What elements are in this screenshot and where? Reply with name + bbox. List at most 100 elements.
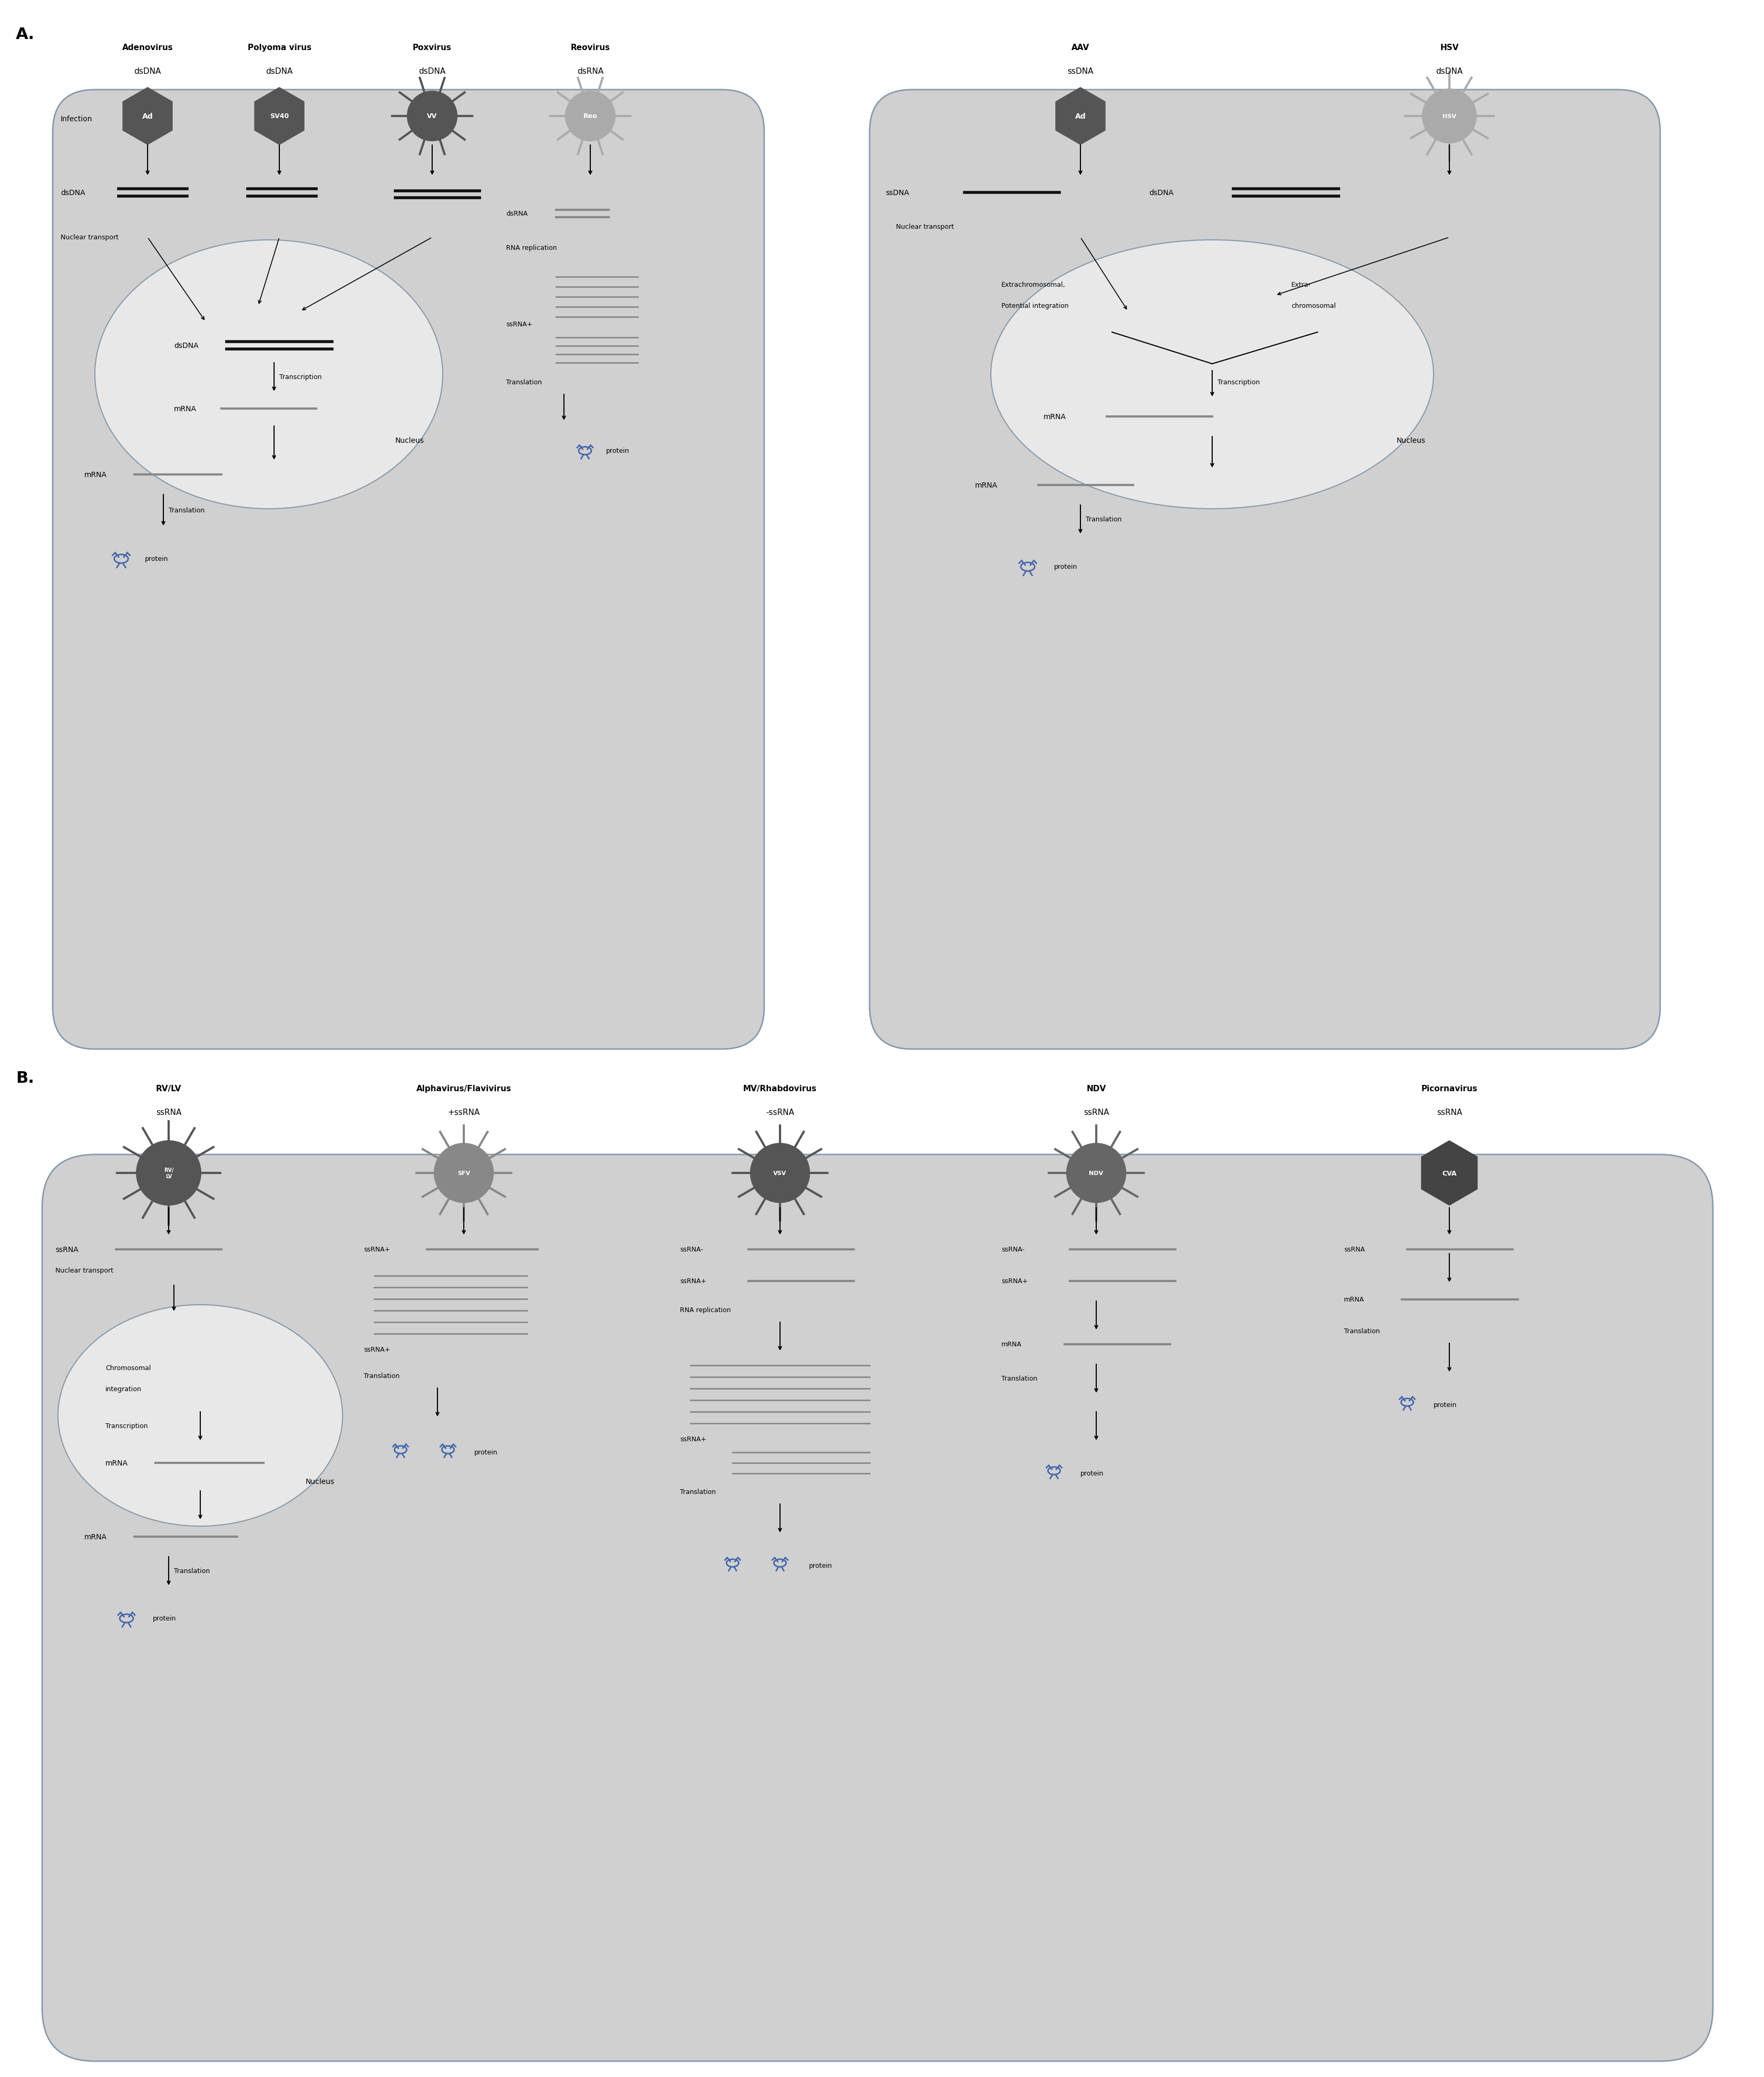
Text: mRNA: mRNA [1044, 413, 1065, 420]
Text: Extra-: Extra- [1291, 282, 1311, 289]
Text: mRNA: mRNA [1344, 1296, 1364, 1302]
Text: +ssRNA: +ssRNA [448, 1109, 480, 1117]
Ellipse shape [991, 241, 1434, 509]
Text: ssRNA: ssRNA [1344, 1246, 1365, 1252]
Text: dsDNA: dsDNA [418, 69, 446, 75]
Text: Chromosomal: Chromosomal [106, 1365, 152, 1371]
Text: Nucleus: Nucleus [395, 436, 425, 444]
Text: ssDNA: ssDNA [1067, 69, 1094, 75]
Text: Translation: Translation [506, 380, 542, 386]
Text: ssRNA+: ssRNA+ [679, 1277, 706, 1284]
Text: Picornavirus: Picornavirus [1422, 1084, 1478, 1093]
Text: Translation: Translation [175, 1568, 210, 1574]
Text: chromosomal: chromosomal [1291, 303, 1335, 309]
Text: Polyoma virus: Polyoma virus [247, 44, 310, 52]
Text: NDV: NDV [1087, 1084, 1106, 1093]
Polygon shape [1422, 1140, 1478, 1207]
Text: ssRNA-: ssRNA- [1002, 1246, 1025, 1252]
Text: Nuclear transport: Nuclear transport [896, 224, 954, 231]
Circle shape [434, 1142, 494, 1203]
Text: ssRNA: ssRNA [55, 1246, 78, 1252]
Circle shape [407, 91, 457, 141]
Ellipse shape [58, 1304, 342, 1527]
Text: dsDNA: dsDNA [60, 189, 85, 197]
Text: dsRNA: dsRNA [506, 210, 527, 218]
Text: RV/LV: RV/LV [155, 1084, 182, 1093]
Text: ssRNA: ssRNA [1083, 1109, 1110, 1117]
Polygon shape [1055, 87, 1106, 145]
Text: dsDNA: dsDNA [1436, 69, 1462, 75]
Text: Transcription: Transcription [106, 1423, 148, 1429]
Text: ssRNA: ssRNA [1436, 1109, 1462, 1117]
Text: ssRNA: ssRNA [155, 1109, 182, 1117]
Text: HSV: HSV [1443, 114, 1455, 118]
Polygon shape [254, 87, 305, 145]
Text: dsRNA: dsRNA [577, 69, 603, 75]
Text: mRNA: mRNA [975, 482, 998, 488]
FancyBboxPatch shape [870, 89, 1660, 1049]
Text: NDV: NDV [1088, 1171, 1104, 1176]
Text: mRNA: mRNA [175, 405, 196, 413]
Text: dsDNA: dsDNA [134, 69, 161, 75]
Text: VV: VV [427, 112, 437, 120]
Text: RNA replication: RNA replication [506, 245, 557, 251]
Text: protein: protein [145, 557, 168, 563]
Text: ssRNA+: ssRNA+ [506, 322, 533, 328]
Circle shape [564, 91, 616, 141]
Text: ssRNA+: ssRNA+ [363, 1346, 390, 1352]
Ellipse shape [95, 241, 443, 509]
Text: HSV: HSV [1439, 44, 1459, 52]
Text: -ssRNA: -ssRNA [766, 1109, 794, 1117]
Text: protein: protein [153, 1616, 176, 1622]
Text: SV40: SV40 [270, 112, 289, 120]
Text: protein: protein [1080, 1471, 1104, 1477]
Text: Ad: Ad [1074, 112, 1087, 120]
Text: Translation: Translation [1344, 1327, 1379, 1336]
Text: dsDNA: dsDNA [1148, 189, 1173, 197]
Text: Translation: Translation [1085, 517, 1122, 523]
Circle shape [1065, 1142, 1125, 1203]
Text: protein: protein [1434, 1402, 1457, 1408]
Text: protein: protein [607, 449, 630, 455]
Text: ssRNA+: ssRNA+ [1002, 1277, 1028, 1284]
Circle shape [750, 1142, 810, 1203]
Text: mRNA: mRNA [85, 471, 108, 478]
Text: A.: A. [16, 27, 35, 42]
Text: Nucleus: Nucleus [1397, 436, 1425, 444]
Text: RV/
LV: RV/ LV [164, 1167, 173, 1180]
Text: Nucleus: Nucleus [305, 1477, 335, 1485]
Text: mRNA: mRNA [85, 1533, 108, 1541]
Text: Transcription: Transcription [1217, 380, 1259, 386]
Text: Infection: Infection [60, 116, 92, 123]
Text: VSV: VSV [773, 1171, 787, 1176]
Polygon shape [122, 87, 173, 145]
Text: Transcription: Transcription [279, 374, 321, 380]
Text: protein: protein [1055, 563, 1078, 571]
Text: Ad: Ad [143, 112, 153, 120]
Text: B.: B. [16, 1070, 34, 1086]
Text: Poxvirus: Poxvirus [413, 44, 452, 52]
Text: dsDNA: dsDNA [175, 343, 199, 349]
Text: SFV: SFV [457, 1171, 471, 1176]
Text: protein: protein [810, 1562, 833, 1570]
Text: dsDNA: dsDNA [266, 69, 293, 75]
Text: Potential integration: Potential integration [1002, 303, 1069, 309]
Text: Translation: Translation [169, 507, 205, 515]
Text: ssRNA+: ssRNA+ [679, 1435, 706, 1444]
Text: integration: integration [106, 1385, 141, 1394]
Text: Translation: Translation [1002, 1375, 1037, 1381]
Circle shape [136, 1140, 201, 1207]
Text: Nuclear transport: Nuclear transport [55, 1267, 113, 1273]
FancyBboxPatch shape [42, 1155, 1713, 2060]
Text: RNA replication: RNA replication [679, 1306, 730, 1313]
Text: AAV: AAV [1071, 44, 1090, 52]
Text: ssDNA: ssDNA [886, 189, 908, 197]
Text: Reo: Reo [584, 112, 598, 120]
Circle shape [1422, 89, 1476, 143]
Text: Translation: Translation [363, 1373, 400, 1379]
Text: mRNA: mRNA [1002, 1342, 1021, 1348]
Text: Translation: Translation [679, 1489, 716, 1495]
Text: mRNA: mRNA [106, 1460, 129, 1466]
Text: Reovirus: Reovirus [570, 44, 610, 52]
Text: ssRNA+: ssRNA+ [363, 1246, 390, 1252]
